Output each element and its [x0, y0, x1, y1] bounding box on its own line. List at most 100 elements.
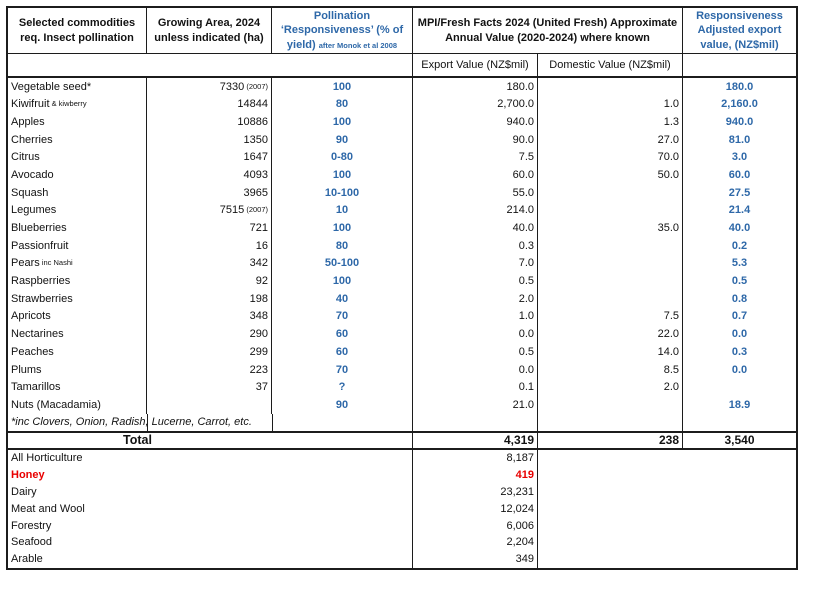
responsiveness-cell: 90: [272, 396, 413, 415]
responsiveness-cell: 100: [272, 166, 413, 185]
responsiveness-cell: 70: [272, 361, 413, 379]
responsiveness-cell: 100: [272, 78, 413, 96]
pollination-header-citation: after Monok et al 2008: [318, 40, 398, 50]
export-value-cell: 7.5: [413, 148, 538, 167]
column-divider-line: [147, 414, 148, 431]
commodity-name-cell: Cherries: [8, 131, 147, 149]
commodity-name-cell: Peaches: [8, 343, 147, 361]
sector-value-cell: 349: [413, 551, 538, 569]
adjusted-value-cell: 0.7: [731, 310, 748, 323]
footnote-empty-cell: [683, 414, 796, 431]
domestic-value-cell: [538, 78, 683, 96]
subheader-export-value: Export Value (NZ$mil): [413, 54, 538, 76]
commodity-name-cell: Blueberries: [8, 219, 147, 238]
table-row: Cherries 1350 90 90.0 27.0 81.0: [8, 131, 796, 149]
export-value-cell: 90.0: [413, 131, 538, 149]
growing-area-cell: 92: [147, 272, 272, 291]
total-adjusted-value: 3,540: [724, 432, 755, 447]
growing-area-cell: 299: [147, 343, 272, 361]
commodity-name-cell: Avocado: [8, 166, 147, 185]
responsiveness-cell: 100: [272, 113, 413, 132]
domestic-value-cell: [538, 237, 683, 255]
commodity-name-cell: Raspberries: [8, 272, 147, 291]
table-row: Apricots 348 70 1.0 7.5 0.7: [8, 307, 796, 326]
sector-rows: All Horticulture 8,187 Honey 419 Dairy 23,231…: [8, 450, 796, 569]
export-value-cell: 0.3: [413, 237, 538, 255]
domestic-value-cell: 2.0: [538, 378, 683, 397]
table-row: Squash 3965 10-100 55.0 27.5: [8, 184, 796, 202]
sector-value-cell: 419: [413, 466, 538, 484]
domestic-value-cell: 1.3: [538, 113, 683, 132]
domestic-value-cell: 50.0: [538, 166, 683, 185]
commodity-name-cell: Citrus: [8, 148, 147, 167]
subheader-empty-cell: [8, 54, 413, 76]
footnote-text: *inc Clovers, Onion, Radish, Lucerne, Ca…: [11, 416, 252, 429]
adjusted-value-cell: 0.0: [731, 328, 748, 341]
responsiveness-cell: 80: [272, 237, 413, 255]
domestic-value-cell: 70.0: [538, 148, 683, 167]
adjusted-value-cell: 5.3: [731, 257, 748, 270]
table-row: Peaches 299 60 0.5 14.0 0.3: [8, 343, 796, 361]
sector-row: Forestry 6,006: [8, 517, 796, 535]
adjusted-value-cell: 3.0: [731, 151, 748, 164]
commodity-name-cell: Apricots: [8, 307, 147, 326]
export-value-cell: 2,700.0: [413, 95, 538, 114]
export-value-cell: 1.0: [413, 307, 538, 326]
footnote-row: *inc Clovers, Onion, Radish, Lucerne, Ca…: [8, 414, 796, 431]
commodity-name-cell: Apples: [8, 113, 147, 132]
growing-area-cell: 290: [147, 325, 272, 344]
sector-name-cell: All Horticulture: [8, 450, 413, 467]
sector-empty-cell: [538, 450, 796, 467]
growing-area-cell: 7330 (2007): [147, 78, 272, 96]
domestic-value-cell: 1.0: [538, 95, 683, 114]
adjusted-value-cell: 21.4: [728, 204, 751, 217]
commodity-name-cell: Legumes: [8, 201, 147, 220]
total-label: Total: [8, 433, 413, 448]
table-row: Avocado 4093 100 60.0 50.0 60.0: [8, 166, 796, 185]
domestic-value-cell: [538, 272, 683, 291]
sector-row: Seafood 2,204: [8, 534, 796, 552]
responsiveness-cell: 70: [272, 307, 413, 326]
table-row: Raspberries 92 100 0.5 0.5: [8, 272, 796, 291]
commodity-name-cell: Strawberries: [8, 290, 147, 308]
growing-area-cell: 1350: [147, 131, 272, 149]
sector-empty-cell: [538, 534, 796, 551]
sector-name-cell: Forestry: [8, 517, 413, 535]
col-header-commodities: Selected commodities req. Insect pollina…: [8, 8, 147, 53]
sector-empty-cell: [538, 484, 796, 501]
sector-empty-cell: [538, 517, 796, 534]
responsiveness-cell: 90: [272, 131, 413, 149]
export-value-cell: 0.1: [413, 378, 538, 397]
commodity-name-cell: Pears inc Nashi: [8, 254, 147, 273]
commodity-name-cell: Passionfruit: [8, 237, 147, 255]
table-row: Apples 10886 100 940.0 1.3 940.0: [8, 113, 796, 132]
sector-row: Arable 349: [8, 551, 796, 569]
responsiveness-cell: 0-80: [272, 148, 413, 167]
subheader-domestic-value: Domestic Value (NZ$mil): [538, 54, 683, 76]
commodity-name-cell: Kiwifruit & kiwberry: [8, 95, 147, 114]
adjusted-value-cell: 60.0: [728, 168, 751, 181]
commodity-name-cell: Squash: [8, 184, 147, 202]
growing-area-cell: 342: [147, 254, 272, 273]
subheader-empty-right-cell: [683, 54, 796, 76]
sector-name-cell: Meat and Wool: [8, 500, 413, 518]
col-header-growing-area: Growing Area, 2024 unless indicated (ha): [147, 8, 272, 53]
pollination-header-text: Pollination ‘Responsiveness’ (% of yield…: [280, 10, 404, 51]
commodity-name-cell: Nectarines: [8, 325, 147, 344]
adjusted-value-cell: 0.5: [731, 275, 748, 288]
sector-row: Honey 419: [8, 466, 796, 484]
adjusted-value-cell: 180.0: [725, 80, 754, 93]
total-export-value: 4,319: [413, 433, 538, 448]
sector-value-cell: 2,204: [413, 534, 538, 552]
domestic-value-cell: 14.0: [538, 343, 683, 361]
export-value-cell: 0.5: [413, 343, 538, 361]
export-value-cell: 2.0: [413, 290, 538, 308]
domestic-value-cell: [538, 290, 683, 308]
table-row: Kiwifruit & kiwberry 14844 80 2,700.0 1.0 2,1…: [8, 95, 796, 114]
growing-area-cell: 198: [147, 290, 272, 308]
growing-area-cell: 4093: [147, 166, 272, 185]
column-divider-line: [272, 414, 273, 431]
sector-empty-cell: [538, 551, 796, 568]
adjusted-value-cell: 0.2: [731, 239, 748, 252]
domestic-value-cell: [538, 396, 683, 415]
